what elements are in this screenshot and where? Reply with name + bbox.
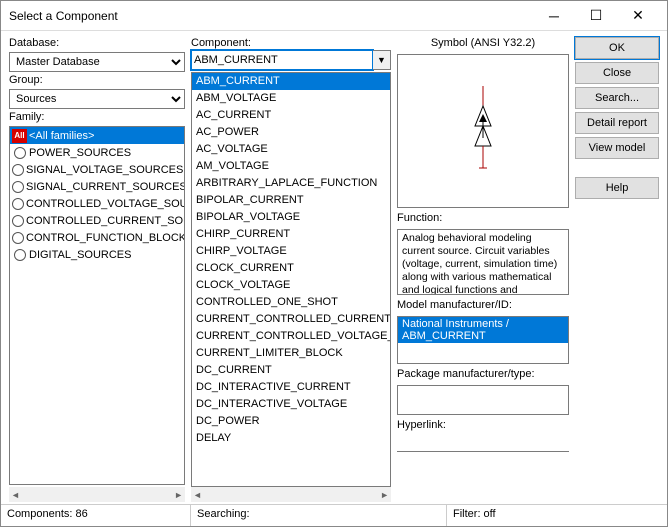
component-item[interactable]: AC_CURRENT bbox=[192, 107, 390, 124]
component-item[interactable]: AC_POWER bbox=[192, 124, 390, 141]
family-item[interactable]: All<All families> bbox=[10, 127, 184, 144]
source-icon bbox=[12, 197, 24, 211]
window-title: Select a Component bbox=[9, 9, 533, 23]
database-label: Database: bbox=[9, 37, 185, 49]
family-item[interactable]: CONTROLLED_CURRENT_SOUR bbox=[10, 212, 184, 229]
hyperlink-label: Hyperlink: bbox=[397, 419, 569, 431]
family-item[interactable]: CONTROL_FUNCTION_BLOCKS bbox=[10, 229, 184, 246]
family-hscroll[interactable]: ◄► bbox=[9, 487, 185, 502]
family-item[interactable]: DIGITAL_SOURCES bbox=[10, 246, 184, 263]
component-item[interactable]: BIPOLAR_CURRENT bbox=[192, 192, 390, 209]
all-icon: All bbox=[12, 129, 27, 143]
hyperlink-field[interactable] bbox=[397, 436, 569, 452]
component-item[interactable]: ARBITRARY_LAPLACE_FUNCTION bbox=[192, 175, 390, 192]
source-icon bbox=[12, 163, 24, 177]
model-list[interactable]: National Instruments / ABM_CURRENT bbox=[397, 316, 569, 364]
status-filter: Filter: off bbox=[447, 505, 667, 526]
component-item[interactable]: AC_VOLTAGE bbox=[192, 141, 390, 158]
close-button[interactable]: Close bbox=[575, 62, 659, 84]
source-icon bbox=[12, 231, 24, 245]
family-item-label: SIGNAL_VOLTAGE_SOURCES bbox=[26, 164, 183, 176]
component-label: Component: bbox=[191, 37, 391, 49]
source-icon bbox=[12, 248, 27, 262]
family-item[interactable]: SIGNAL_CURRENT_SOURCES bbox=[10, 178, 184, 195]
component-item[interactable]: CLOCK_CURRENT bbox=[192, 260, 390, 277]
component-item[interactable]: CHIRP_VOLTAGE bbox=[192, 243, 390, 260]
component-item[interactable]: BIPOLAR_VOLTAGE bbox=[192, 209, 390, 226]
family-item[interactable]: POWER_SOURCES bbox=[10, 144, 184, 161]
component-hscroll[interactable]: ◄► bbox=[191, 487, 391, 502]
detail-report-button[interactable]: Detail report bbox=[575, 112, 659, 134]
component-item[interactable]: DC_INTERACTIVE_VOLTAGE bbox=[192, 396, 390, 413]
component-list[interactable]: ABM_CURRENTABM_VOLTAGEAC_CURRENTAC_POWER… bbox=[191, 72, 391, 487]
family-item-label: CONTROLLED_CURRENT_SOUR bbox=[26, 215, 185, 227]
component-item[interactable]: CLOCK_VOLTAGE bbox=[192, 277, 390, 294]
component-item[interactable]: CURRENT_CONTROLLED_VOLTAGE_SO bbox=[192, 328, 390, 345]
component-item[interactable]: CONTROLLED_ONE_SHOT bbox=[192, 294, 390, 311]
family-item[interactable]: CONTROLLED_VOLTAGE_SOUR bbox=[10, 195, 184, 212]
group-label: Group: bbox=[9, 74, 185, 86]
symbol-preview bbox=[397, 54, 569, 208]
package-list[interactable] bbox=[397, 385, 569, 415]
component-item[interactable]: DELAY bbox=[192, 430, 390, 447]
source-icon bbox=[12, 214, 24, 228]
search-button[interactable]: Search... bbox=[575, 87, 659, 109]
function-label: Function: bbox=[397, 212, 569, 224]
status-searching: Searching: bbox=[191, 505, 447, 526]
component-item[interactable]: DC_INTERACTIVE_CURRENT bbox=[192, 379, 390, 396]
component-input[interactable] bbox=[191, 50, 373, 70]
family-item-label: <All families> bbox=[29, 130, 94, 142]
function-text: Analog behavioral modeling current sourc… bbox=[397, 229, 569, 295]
package-label: Package manufacturer/type: bbox=[397, 368, 569, 380]
close-window-button[interactable]: ✕ bbox=[617, 2, 659, 30]
component-item[interactable]: AM_VOLTAGE bbox=[192, 158, 390, 175]
minimize-button[interactable]: ─ bbox=[533, 2, 575, 30]
family-item[interactable]: SIGNAL_VOLTAGE_SOURCES bbox=[10, 161, 184, 178]
family-item-label: SIGNAL_CURRENT_SOURCES bbox=[26, 181, 185, 193]
view-model-button[interactable]: View model bbox=[575, 137, 659, 159]
component-filter-icon[interactable]: ▼ bbox=[373, 50, 391, 70]
ok-button[interactable]: OK bbox=[575, 37, 659, 59]
symbol-icon bbox=[463, 86, 503, 176]
status-count: Components: 86 bbox=[1, 505, 191, 526]
group-select[interactable]: Sources bbox=[9, 89, 185, 109]
source-icon bbox=[12, 146, 27, 160]
database-select[interactable]: Master Database bbox=[9, 52, 185, 72]
component-item[interactable]: DC_CURRENT bbox=[192, 362, 390, 379]
component-item[interactable]: DC_POWER bbox=[192, 413, 390, 430]
component-item[interactable]: CURRENT_LIMITER_BLOCK bbox=[192, 345, 390, 362]
family-tree[interactable]: All<All families> POWER_SOURCES SIGNAL_VOL… bbox=[9, 126, 185, 485]
help-button[interactable]: Help bbox=[575, 177, 659, 199]
model-label: Model manufacturer/ID: bbox=[397, 299, 569, 311]
family-item-label: CONTROL_FUNCTION_BLOCKS bbox=[26, 232, 185, 244]
component-item[interactable]: CHIRP_CURRENT bbox=[192, 226, 390, 243]
symbol-label: Symbol (ANSI Y32.2) bbox=[397, 37, 569, 49]
model-row[interactable]: National Instruments / ABM_CURRENT bbox=[398, 317, 568, 343]
component-item[interactable]: ABM_VOLTAGE bbox=[192, 90, 390, 107]
family-item-label: POWER_SOURCES bbox=[29, 147, 131, 159]
component-item[interactable]: CURRENT_CONTROLLED_CURRENT_S bbox=[192, 311, 390, 328]
family-label: Family: bbox=[9, 111, 185, 123]
source-icon bbox=[12, 180, 24, 194]
family-item-label: CONTROLLED_VOLTAGE_SOUR bbox=[26, 198, 185, 210]
maximize-button[interactable]: ☐ bbox=[575, 2, 617, 30]
family-item-label: DIGITAL_SOURCES bbox=[29, 249, 132, 261]
component-item[interactable]: ABM_CURRENT bbox=[192, 73, 390, 90]
